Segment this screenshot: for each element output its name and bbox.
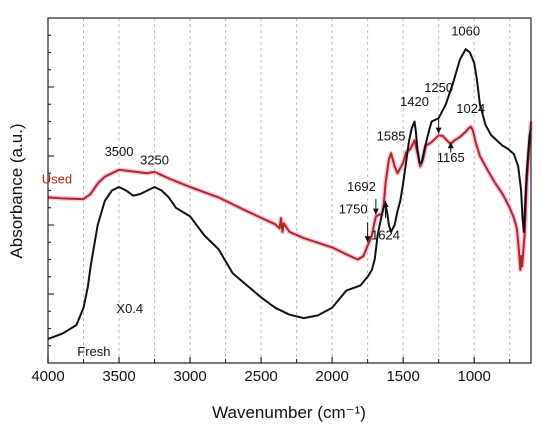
annotation-label: Fresh (77, 344, 110, 359)
annotation-label: 1060 (451, 23, 480, 38)
annotation-arrows (364, 118, 454, 243)
annotation-label: 1165 (437, 150, 465, 165)
annotation-arrow-head (364, 236, 371, 243)
annotation-label: 3500 (105, 144, 134, 159)
x-tick-label: 3000 (173, 368, 206, 385)
x-tick-label: 4000 (31, 368, 64, 385)
series-line-used (47, 121, 532, 271)
annotation-label: 1692 (347, 179, 376, 194)
x-tick-label: 2000 (315, 368, 348, 385)
y-axis-ticks (48, 34, 54, 347)
x-tick-label: 2500 (244, 368, 277, 385)
annotation-arrow-head (372, 208, 379, 215)
series-line-fresh (47, 48, 532, 340)
annotation-label: 1624 (371, 227, 400, 242)
annotation-arrow-head (447, 142, 454, 149)
annotation-arrow-head (382, 200, 389, 207)
x-axis-label: Wavenumber (cm⁻¹) (212, 403, 366, 422)
annotation-label: 1420 (400, 94, 429, 109)
annotation-label: Used (42, 172, 72, 187)
series-lines (47, 48, 534, 340)
annotation-label: 1585 (377, 128, 406, 143)
annotation-label: 3250 (140, 152, 169, 167)
annotation-label: X0.4 (116, 301, 143, 316)
y-axis-label: Absorbance (a.u.) (7, 123, 26, 258)
x-tick-label: 1000 (457, 368, 490, 385)
annotation-arrow-head (435, 127, 442, 134)
x-tick-label: 3500 (102, 368, 135, 385)
annotation-label: 1250 (424, 80, 453, 95)
x-tick-label: 1500 (386, 368, 419, 385)
annotation-label: 1024 (456, 101, 485, 116)
x-axis-ticks: 4000 3500 3000 2500 2000 1500 1000 (31, 357, 511, 385)
annotation-label: 1750 (339, 202, 368, 217)
